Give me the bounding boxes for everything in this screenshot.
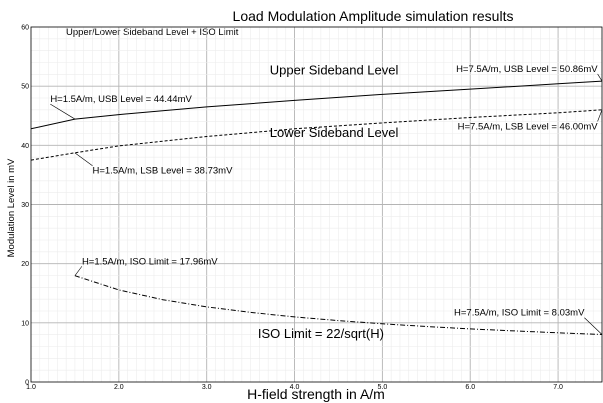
chart-subtitle: Upper/Lower Sideband Level + ISO Limit: [66, 27, 239, 38]
annotation-leader: [74, 152, 93, 166]
plot-frame: [30, 26, 603, 383]
chart-title: Load Modulation Amplitude simulation res…: [233, 8, 514, 24]
annotation-group: H=1.5A/m, USB Level = 44.44mV H=7.5A/m, U…: [50, 64, 603, 335]
y-tick-label: 10: [21, 320, 29, 327]
x-tick-label: 2.0: [114, 384, 124, 391]
series-label: Lower Sideband Level: [270, 125, 399, 140]
annotation-label: H=1.5A/m, ISO Limit = 17.96mV: [82, 256, 218, 267]
series-label: ISO Limit = 22/sqrt(H): [258, 326, 384, 341]
y-tick-label: 50: [21, 84, 29, 91]
x-tick-label: 5.0: [378, 384, 388, 391]
y-tick-label: 20: [21, 261, 29, 268]
annotation-leader: [597, 73, 603, 82]
annotation-leader: [50, 103, 76, 120]
y-axis-label: Modulation Level in mV: [6, 158, 17, 257]
y-tick-label: 40: [21, 143, 29, 150]
annotation-leader: [597, 109, 603, 122]
y-tick-label: 60: [21, 25, 29, 32]
annotation-label: H=7.5A/m, USB Level = 50.86mV: [456, 64, 598, 75]
axis-ticks: 1.0 2.0 3.0 4.0 5.0 6.0 7.0 0 10 20 30 40 50 60: [21, 25, 563, 392]
annotation-label: H=1.5A/m, USB Level = 44.44mV: [50, 94, 192, 105]
x-tick-label: 3.0: [202, 384, 212, 391]
series-label-group: Upper Sideband Level Lower Sideband Level…: [258, 62, 399, 341]
series-label: Upper Sideband Level: [270, 62, 399, 77]
series-line-1: [30, 80, 603, 130]
y-tick-label: 30: [21, 202, 29, 209]
series-line-2: [30, 109, 603, 161]
annotation-label: H=1.5A/m, LSB Level = 38.73mV: [92, 166, 233, 177]
x-axis-label: H-field strength in A/m: [247, 386, 385, 402]
annotation-leader: [74, 266, 83, 276]
series-group: [30, 80, 603, 335]
y-tick-label: 0: [25, 380, 29, 387]
annotation-label: H=7.5A/m, ISO Limit = 8.03mV: [454, 308, 585, 319]
series-line-3: [74, 275, 603, 335]
x-tick-label: 1.0: [26, 384, 36, 391]
annotation-leader: [584, 317, 603, 335]
x-tick-label: 4.0: [290, 384, 300, 391]
x-tick-label: 7.0: [553, 384, 563, 391]
annotation-label: H=7.5A/m, LSB Level = 46.00mV: [458, 121, 599, 132]
x-tick-label: 6.0: [465, 384, 475, 391]
